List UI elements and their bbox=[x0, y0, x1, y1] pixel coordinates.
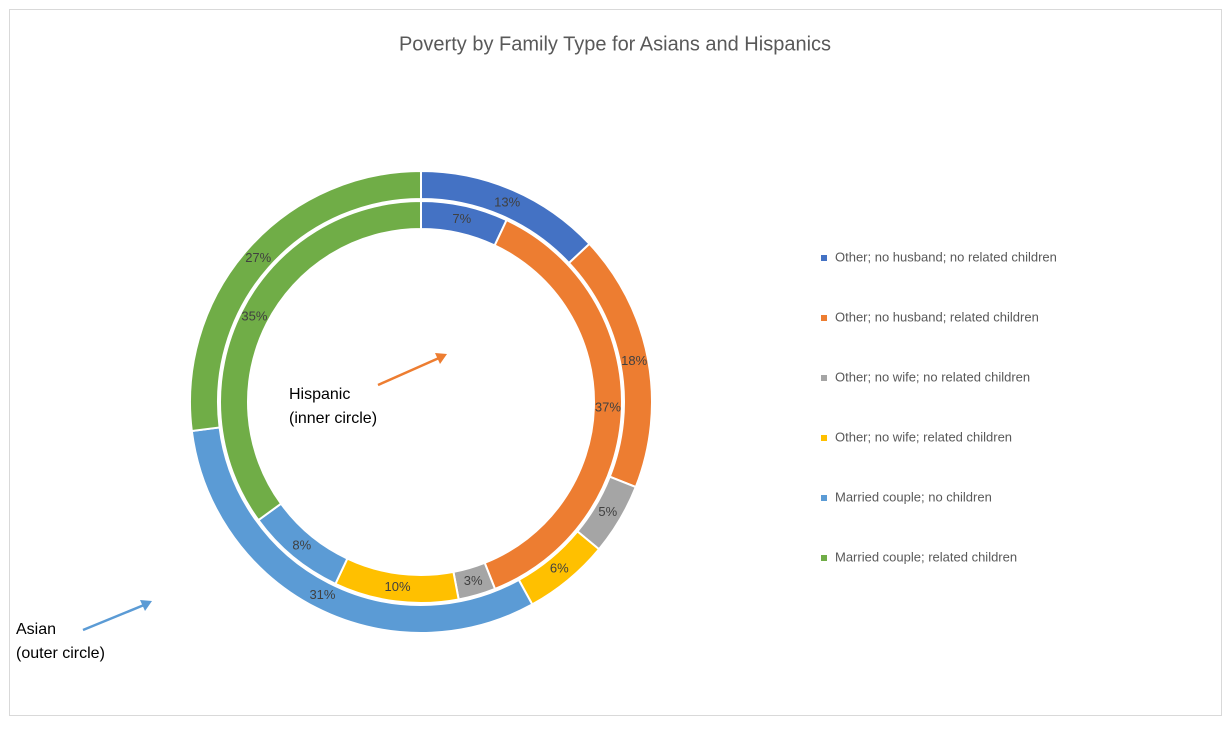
legend-swatch bbox=[821, 495, 827, 501]
asian-arrow-head bbox=[140, 600, 152, 611]
asian-arrow bbox=[82, 603, 145, 632]
data-label: 35% bbox=[241, 309, 267, 324]
hispanic-arrow bbox=[377, 356, 440, 387]
data-label: 8% bbox=[292, 538, 311, 553]
legend-swatch bbox=[821, 375, 827, 381]
doughnut-segment bbox=[189, 169, 422, 433]
data-label: 5% bbox=[598, 504, 617, 519]
legend-swatch bbox=[821, 315, 827, 321]
data-label: 31% bbox=[309, 587, 335, 602]
data-label: 7% bbox=[452, 211, 471, 226]
legend-label: Other; no wife; related children bbox=[835, 429, 1012, 444]
annotation: (inner circle) bbox=[289, 410, 377, 427]
data-label: 37% bbox=[595, 399, 621, 414]
hispanic-arrow-head bbox=[435, 353, 447, 364]
legend-swatch bbox=[821, 555, 827, 561]
legend-swatch bbox=[821, 255, 827, 261]
data-label: 10% bbox=[385, 579, 411, 594]
data-label: 6% bbox=[550, 561, 569, 576]
chart-title: Poverty by Family Type for Asians and Hi… bbox=[399, 33, 831, 55]
data-label: 3% bbox=[464, 573, 483, 588]
data-label: 18% bbox=[621, 353, 647, 368]
data-label: 27% bbox=[245, 250, 271, 265]
legend-label: Other; no husband; related children bbox=[835, 309, 1039, 324]
legend-label: Other; no wife; no related children bbox=[835, 369, 1030, 384]
legend-label: Married couple; no children bbox=[835, 489, 992, 504]
legend-swatch bbox=[821, 435, 827, 441]
annotation: Hispanic bbox=[289, 386, 350, 403]
doughnut-segment bbox=[219, 199, 422, 522]
data-label: 13% bbox=[494, 194, 520, 209]
legend-label: Other; no husband; no related children bbox=[835, 249, 1057, 264]
annotation: Asian bbox=[16, 621, 56, 638]
legend-label: Married couple; related children bbox=[835, 549, 1017, 564]
annotation: (outer circle) bbox=[16, 645, 105, 662]
